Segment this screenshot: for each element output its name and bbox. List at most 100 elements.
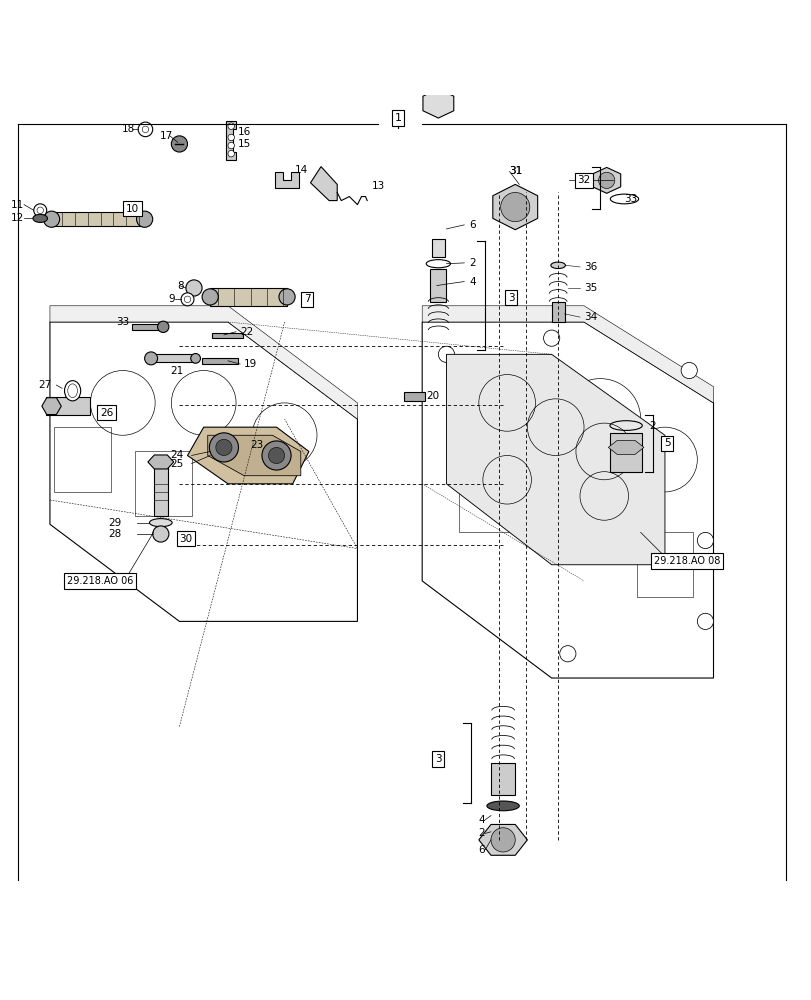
Text: 19: 19	[244, 359, 257, 369]
Bar	[636, 532, 693, 597]
Text: 3: 3	[435, 754, 441, 764]
Bar	[210, 288, 287, 306]
Text: 2: 2	[469, 258, 475, 268]
Circle shape	[697, 532, 713, 549]
Text: 6: 6	[478, 845, 485, 855]
Bar	[430, 269, 446, 302]
Polygon shape	[607, 440, 643, 454]
Bar	[212, 333, 242, 338]
Polygon shape	[275, 172, 298, 188]
Polygon shape	[310, 167, 337, 201]
Polygon shape	[187, 427, 308, 484]
Text: 26: 26	[100, 408, 113, 418]
Text: 21: 21	[170, 366, 183, 376]
Text: 9: 9	[169, 294, 175, 304]
Bar	[491, 763, 515, 795]
Circle shape	[268, 447, 285, 464]
Text: 11: 11	[11, 200, 24, 210]
Polygon shape	[422, 306, 713, 403]
Bar	[431, 239, 444, 257]
Text: 7: 7	[303, 294, 310, 304]
Circle shape	[157, 321, 169, 332]
Circle shape	[209, 433, 238, 462]
Ellipse shape	[181, 293, 194, 306]
Circle shape	[438, 346, 454, 362]
Text: 28: 28	[108, 529, 121, 539]
Text: 34: 34	[583, 312, 597, 322]
Circle shape	[228, 134, 234, 141]
Text: 29.218.AO 08: 29.218.AO 08	[653, 556, 719, 566]
Text: 14: 14	[294, 165, 307, 175]
Circle shape	[228, 123, 234, 129]
Circle shape	[202, 289, 218, 305]
Polygon shape	[423, 89, 453, 118]
Circle shape	[136, 211, 152, 227]
Bar	[132, 324, 165, 330]
Ellipse shape	[149, 519, 172, 527]
Text: 6: 6	[469, 220, 475, 230]
Text: 8: 8	[177, 281, 183, 291]
Bar	[563, 476, 636, 557]
Circle shape	[152, 526, 169, 542]
Circle shape	[228, 142, 234, 149]
Text: 17: 17	[160, 131, 173, 141]
Text: 4: 4	[478, 815, 485, 825]
Text: 20: 20	[426, 391, 439, 401]
Bar	[551, 302, 564, 322]
Polygon shape	[592, 167, 620, 193]
Text: 29: 29	[108, 518, 121, 528]
Polygon shape	[42, 398, 61, 415]
Text: 18: 18	[122, 124, 135, 134]
Bar	[46, 397, 90, 415]
Text: 33: 33	[116, 317, 129, 327]
Circle shape	[559, 646, 575, 662]
Text: 22: 22	[240, 327, 253, 337]
Text: 10: 10	[126, 204, 139, 214]
Circle shape	[491, 828, 515, 852]
Circle shape	[44, 211, 59, 227]
Ellipse shape	[67, 384, 77, 398]
Bar	[153, 464, 168, 516]
Text: 13: 13	[371, 181, 384, 191]
Circle shape	[500, 192, 529, 222]
Bar	[609, 433, 642, 472]
Polygon shape	[208, 435, 300, 476]
Circle shape	[138, 122, 152, 137]
Text: 4: 4	[469, 277, 475, 287]
Text: 15: 15	[238, 139, 251, 149]
Text: 5: 5	[663, 438, 670, 448]
Text: 27: 27	[38, 380, 51, 390]
Text: 25: 25	[170, 459, 183, 469]
Polygon shape	[446, 354, 664, 565]
Circle shape	[142, 126, 148, 133]
Circle shape	[186, 280, 202, 296]
Circle shape	[543, 330, 559, 346]
Text: 1: 1	[394, 113, 401, 123]
Circle shape	[697, 613, 713, 629]
Ellipse shape	[487, 801, 519, 811]
Polygon shape	[492, 184, 537, 230]
Text: 33: 33	[624, 194, 637, 204]
Circle shape	[144, 352, 157, 365]
Text: 30: 30	[179, 534, 192, 544]
Text: 3: 3	[507, 293, 514, 303]
Ellipse shape	[37, 207, 44, 214]
Bar	[54, 427, 110, 492]
Text: 2: 2	[478, 828, 485, 838]
Polygon shape	[226, 121, 236, 160]
Ellipse shape	[33, 214, 48, 222]
Text: 29.218.AO 06: 29.218.AO 06	[67, 576, 133, 586]
Circle shape	[216, 439, 232, 455]
Circle shape	[680, 362, 697, 379]
Bar	[51, 212, 144, 226]
Polygon shape	[148, 455, 174, 469]
Bar	[202, 358, 238, 364]
Circle shape	[598, 172, 614, 188]
Text: 31: 31	[509, 166, 522, 176]
Ellipse shape	[64, 381, 80, 401]
Text: 36: 36	[583, 262, 597, 272]
Text: 31: 31	[509, 166, 522, 176]
Text: 32: 32	[577, 175, 590, 185]
Text: 35: 35	[583, 283, 597, 293]
Ellipse shape	[184, 296, 191, 303]
